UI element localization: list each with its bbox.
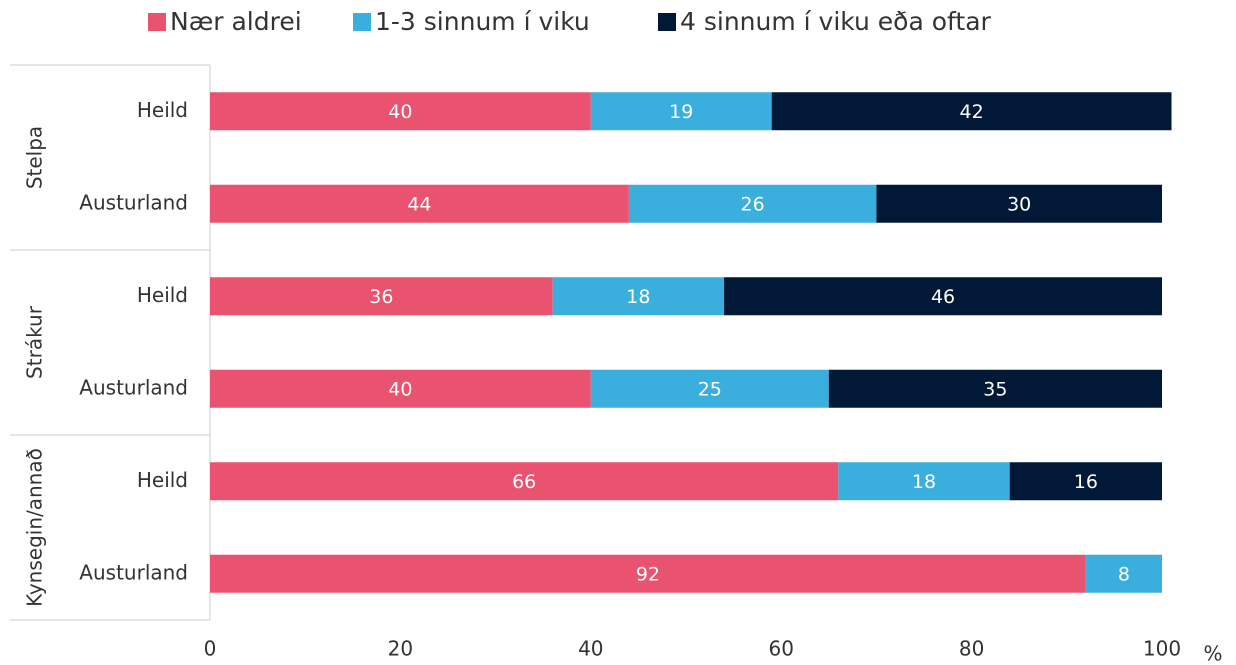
data-label: 46 [931,286,955,308]
data-label: 36 [369,286,393,308]
data-label: 18 [626,286,650,308]
group-label: Kynsegin/annað [23,448,47,607]
legend-swatch [148,13,166,31]
data-label: 30 [1007,193,1031,215]
bar-segment [1085,554,1162,593]
data-label: 44 [407,193,431,215]
bar-segment [210,369,591,408]
data-label: 35 [983,378,1007,400]
bar-segment [210,462,839,501]
data-label: 19 [669,101,693,123]
x-tick-label: 40 [578,637,603,661]
bar-segment [210,277,553,316]
bar-segment [210,184,629,223]
y-tick-label: Austurland [79,190,188,214]
bar-segment [1009,462,1162,501]
x-tick-label: 80 [959,637,984,661]
y-tick-label: Austurland [79,375,188,399]
y-tick-label: Heild [137,98,188,122]
bar-segment [724,277,1162,316]
x-axis-label: % [1203,642,1222,665]
bar-segment [210,92,591,131]
bar-segment [838,462,1010,501]
x-tick-label: 60 [768,637,793,661]
x-tick-label: 0 [204,637,217,661]
y-tick-label: Heild [137,468,188,492]
bar-segment [771,92,1172,131]
data-label: 66 [512,471,536,493]
y-tick-label: Austurland [79,560,188,584]
legend-label: 1-3 sinnum í viku [375,7,590,36]
bar-segment [590,92,772,131]
data-label: 42 [960,101,984,123]
x-tick-label: 20 [388,637,413,661]
group-label: Strákur [23,305,47,379]
legend-swatch [658,13,676,31]
legend-label: 4 sinnum í viku eða oftar [680,7,992,36]
data-label: 26 [741,193,765,215]
data-label: 16 [1074,471,1098,493]
bar-segment [628,184,877,223]
data-label: 8 [1118,563,1130,585]
legend-label: Nær aldrei [170,7,302,36]
legend-swatch [353,13,371,31]
bar-segment [590,369,829,408]
data-label: 40 [388,101,412,123]
data-label: 92 [636,563,660,585]
data-label: 18 [912,471,936,493]
bar-segment [552,277,725,316]
data-label: 25 [698,378,722,400]
bar-segment [828,369,1162,408]
bar-segment [876,184,1162,223]
bar-segment [210,554,1086,593]
data-label: 40 [388,378,412,400]
y-tick-label: Heild [137,283,188,307]
group-label: Stelpa [23,126,47,189]
x-tick-label: 100 [1143,637,1181,661]
